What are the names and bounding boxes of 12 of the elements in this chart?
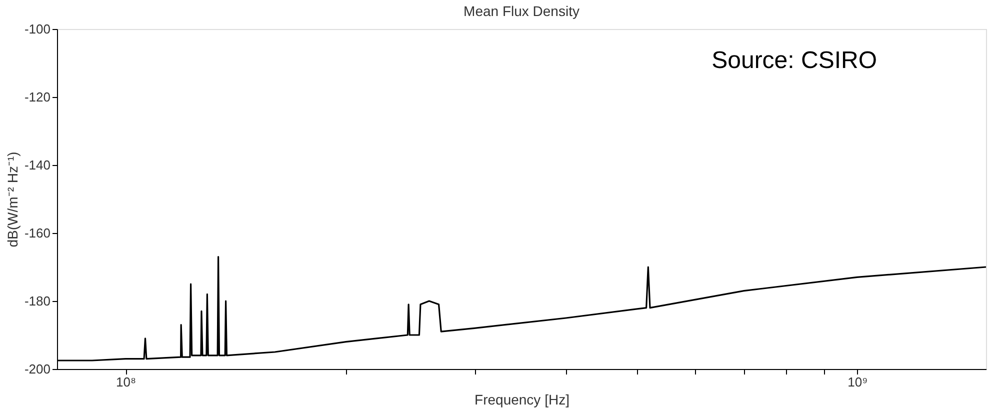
y-tick-label: -180 (24, 294, 50, 308)
y-tick-label: -140 (24, 158, 50, 172)
y-tick-label: -120 (24, 90, 50, 104)
x-tick-label: 10⁸ (116, 374, 136, 390)
chart-title: Mean Flux Density (464, 3, 580, 19)
y-tick-label: -200 (24, 362, 50, 376)
y-tick-label: -160 (24, 226, 50, 240)
x-tick-label: 10⁹ (848, 374, 868, 390)
y-axis-title: dB(W/m⁻² Hz⁻¹) (4, 152, 20, 248)
annotation: Source: CSIRO (712, 47, 877, 74)
y-tick-label: -100 (24, 22, 50, 36)
x-axis-title: Frequency [Hz] (474, 392, 570, 408)
